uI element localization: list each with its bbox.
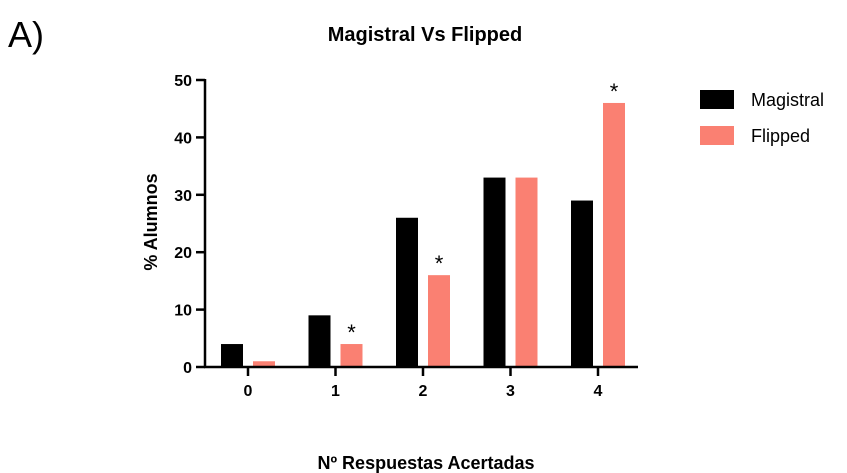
- x-axis-label: Nº Respuestas Acertadas: [317, 453, 534, 473]
- bar-magistral-2: [396, 217, 418, 367]
- y-tick-label-30: 30: [174, 188, 192, 205]
- y-tick-label-40: 40: [174, 130, 192, 147]
- y-tick-label-10: 10: [174, 303, 192, 320]
- x-tick-label-3: 3: [506, 383, 515, 400]
- y-tick-label-50: 50: [174, 73, 192, 90]
- bar-flipped-4: [603, 102, 625, 368]
- panel-label: A): [8, 14, 44, 55]
- x-tick-label-1: 1: [331, 383, 340, 400]
- legend-label-magistral: Magistral: [751, 90, 824, 110]
- bar-flipped-2: [428, 275, 450, 367]
- y-tick-label-0: 0: [183, 360, 192, 377]
- legend-swatch-magistral: [700, 90, 734, 109]
- x-tick-label-4: 4: [594, 383, 603, 400]
- significance-marker-2: *: [435, 251, 444, 276]
- bar-magistral-3: [483, 177, 506, 367]
- bar-flipped-0: [253, 361, 275, 367]
- significance-marker-4: *: [610, 79, 619, 104]
- y-axis-label: % Alumnos: [141, 173, 161, 270]
- bar-magistral-1: [308, 315, 331, 367]
- bar-magistral-4: [571, 200, 593, 367]
- x-tick-label-2: 2: [419, 383, 428, 400]
- legend-label-flipped: Flipped: [751, 126, 810, 146]
- bar-flipped-3: [515, 177, 538, 367]
- legend: Magistral Flipped: [700, 90, 824, 146]
- bar-flipped-1: [340, 344, 363, 367]
- x-tick-label-0: 0: [244, 383, 253, 400]
- y-tick-label-20: 20: [174, 245, 192, 262]
- plot-area: 0 10 20 30 40 50 0 1 2 3 4 * * *: [174, 73, 638, 400]
- significance-marker-1: *: [347, 320, 356, 345]
- chart-title: Magistral Vs Flipped: [328, 24, 522, 46]
- bar-magistral-0: [221, 344, 243, 367]
- legend-swatch-flipped: [700, 126, 734, 145]
